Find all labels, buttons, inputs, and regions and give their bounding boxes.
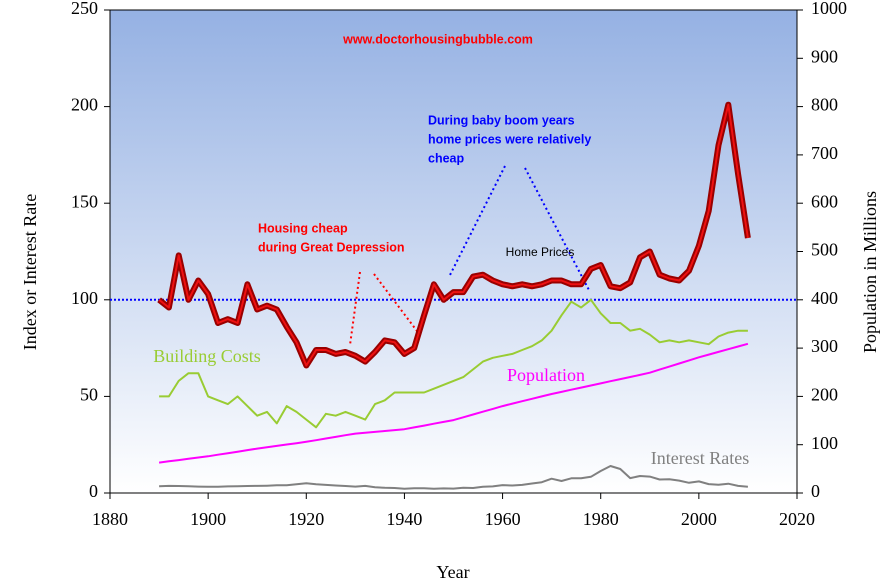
arrows [349,165,591,346]
y-tick-label: 150 [71,191,98,211]
x-tick-label: 1880 [92,509,128,529]
x-tick-label: 1960 [485,509,521,529]
y2-tick-label: 400 [811,288,838,308]
series-label: Building Costs [153,346,261,366]
y-tick-label: 250 [71,0,98,18]
series-line [159,298,748,429]
x-tick-label: 1980 [583,509,619,529]
x-tick-label: 1920 [288,509,324,529]
series-label: Home Prices [506,245,575,259]
y2-tick-label: 0 [811,481,820,501]
annotation: Housing cheap [258,221,348,235]
series-line [159,465,748,490]
y-tick-label: 200 [71,95,98,115]
arrow [349,271,361,346]
y2-tick-label: 800 [811,95,838,115]
annotation: www.doctorhousingbubble.com [342,32,533,46]
y2-tick-label: 900 [811,46,838,66]
series-label: Interest Rates [651,448,749,468]
annotation: cheap [428,151,464,165]
y-tick-label: 0 [89,481,98,501]
y2-tick-label: 200 [811,385,838,405]
y2-tick-label: 100 [811,433,838,453]
y-tick-label: 50 [80,385,98,405]
y-tick-label: 100 [71,288,98,308]
series-label: Population [507,365,585,385]
series-line-highlight [158,103,749,367]
series-line [158,342,749,464]
plot-area [109,9,798,494]
annotation: home prices were relatively [428,132,591,146]
annotation: during Great Depression [258,240,405,254]
annotation: During baby boom years [428,113,575,127]
x-tick-label: 2000 [681,509,717,529]
y2-tick-label: 300 [811,336,838,356]
x-tick-label: 1900 [190,509,226,529]
y2-tick-label: 500 [811,240,838,260]
x-tick-label: 2020 [779,509,815,529]
x-axis-title: Year [436,562,469,582]
arrow [524,167,591,293]
y2-axis-title: Population in Millions [860,191,880,353]
x-tick-label: 1940 [386,509,422,529]
arrow [449,165,506,276]
y-axis-title: Index or Interest Rate [20,194,40,350]
y2-tick-label: 1000 [811,0,847,18]
y2-tick-label: 600 [811,191,838,211]
y2-tick-label: 700 [811,143,838,163]
